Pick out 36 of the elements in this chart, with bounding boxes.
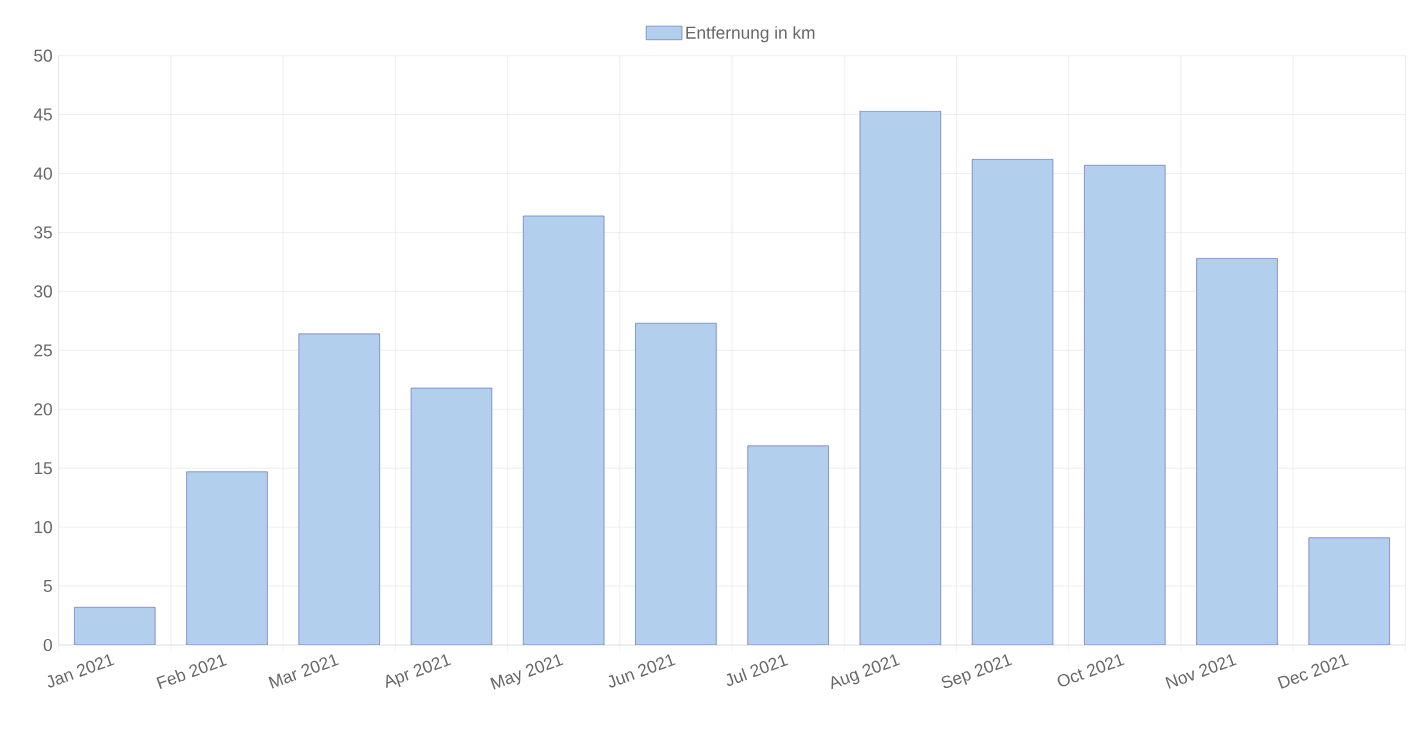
y-tick-label: 15 <box>34 462 52 475</box>
bar <box>1084 165 1166 645</box>
y-tick-label: 30 <box>34 285 52 298</box>
x-tick-label: Feb 2021 <box>156 654 227 689</box>
x-tick-label: Jul 2021 <box>726 654 788 686</box>
bar <box>186 471 268 645</box>
x-tick-label: Apr 2021 <box>386 654 452 688</box>
x-tick-label: Jan 2021 <box>47 654 115 688</box>
y-tick-label: 40 <box>33 167 52 180</box>
y-tick-label: 35 <box>34 226 52 239</box>
legend-label: Entfernung in km <box>686 26 815 43</box>
x-tick-label: May 2021 <box>490 654 564 690</box>
bar <box>1196 258 1278 645</box>
x-tick-label: Oct 2021 <box>1057 654 1125 687</box>
bar <box>747 445 829 645</box>
bar <box>1308 537 1390 645</box>
x-tick-label: Mar 2021 <box>268 654 339 689</box>
bar <box>859 110 942 645</box>
bar <box>971 159 1054 645</box>
y-tick-label: 0 <box>43 638 52 652</box>
bar <box>635 322 717 645</box>
x-tick-label: Jun 2021 <box>608 654 676 688</box>
x-tick-label: Nov 2021 <box>1165 654 1237 689</box>
x-tick-label: Aug 2021 <box>831 654 901 690</box>
x-tick-label: Dec 2021 <box>1277 654 1349 689</box>
y-tick-label: 5 <box>43 580 52 593</box>
y-tick-label: 25 <box>34 344 52 357</box>
y-tick-label: 20 <box>34 403 52 416</box>
bar <box>410 387 493 645</box>
bar <box>74 607 156 645</box>
bar <box>298 333 380 645</box>
y-tick-label: 10 <box>34 521 52 534</box>
y-tick-label: 45 <box>33 108 52 121</box>
x-tick-label: Sep 2021 <box>941 654 1013 689</box>
bar <box>523 215 605 645</box>
y-tick-label: 50 <box>34 49 52 62</box>
